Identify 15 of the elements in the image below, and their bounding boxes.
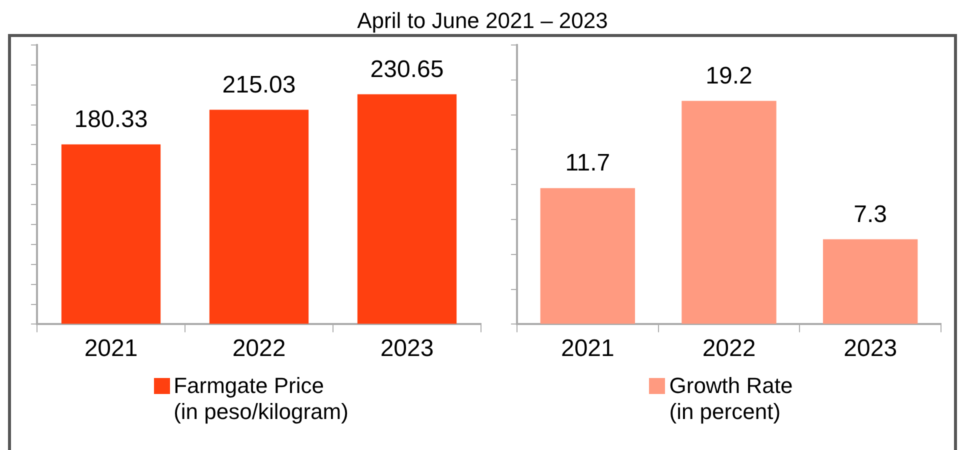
x-tick-label: 2023 (844, 335, 898, 362)
data-label: 11.7 (565, 150, 610, 177)
x-tick-label: 2023 (380, 335, 434, 362)
data-label: 7.3 (854, 200, 888, 228)
x-tick-label: 2022 (702, 335, 756, 362)
data-label: 215.03 (222, 71, 296, 98)
legend-label: Farmgate Price (in peso/kilogram) (174, 373, 348, 425)
x-tick-label: 2022 (232, 335, 286, 362)
legend-label: Growth Rate (in percent) (669, 373, 793, 425)
x-tick-label: 2021 (84, 335, 138, 362)
x-tick-label: 2021 (560, 335, 614, 362)
data-label: 19.2 (706, 62, 752, 90)
data-label: 230.65 (370, 56, 444, 83)
data-label: 180.33 (74, 106, 148, 134)
chart-title: April to June 2021 – 2023 (356, 8, 609, 34)
